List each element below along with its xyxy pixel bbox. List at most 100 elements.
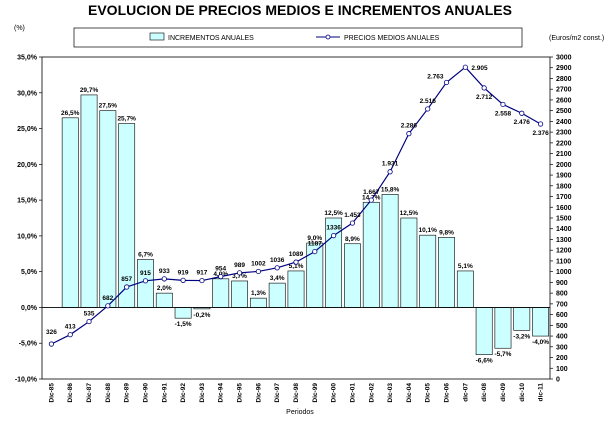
- y-right-tick-label: 2000: [556, 162, 572, 169]
- y-right-tick-label: 300: [556, 344, 568, 351]
- price-point: [500, 101, 506, 108]
- bar-data-label: -6,6%: [476, 358, 493, 365]
- price-data-label: 1.453: [344, 212, 361, 219]
- price-point: [368, 197, 374, 203]
- bar: [231, 280, 248, 308]
- y-right-tick-label: 1900: [556, 173, 572, 180]
- x-tick-label: dic-11: [538, 383, 545, 402]
- x-tick-label: Dic-05: [425, 383, 432, 403]
- price-data-label: 326: [46, 329, 57, 336]
- bar: [475, 307, 493, 355]
- price-point: [105, 303, 111, 309]
- x-tick-label: Dic-91: [161, 383, 168, 403]
- y-right-tick-label: 400: [556, 334, 568, 341]
- price-data-label: 2.905: [471, 65, 488, 72]
- bar: [61, 117, 79, 308]
- bar-data-label: 10,1%: [418, 227, 437, 234]
- bar-data-label: -4,0%: [532, 339, 549, 346]
- y-left-tick-label: 30,0%: [17, 90, 38, 97]
- y-right-tick-label: 2500: [556, 108, 572, 115]
- x-tick-label: Dic-88: [105, 383, 112, 403]
- y-right-tick-label: 2100: [556, 151, 572, 158]
- y-right-tick-label: 800: [556, 291, 568, 298]
- price-point: [124, 284, 130, 290]
- bar: [438, 237, 455, 308]
- legend: INCREMENTOS ANUALES PRECIOS MEDIOS ANUAL…: [73, 27, 523, 48]
- bar-data-label: 3,7%: [232, 273, 247, 280]
- y-right-tick-label: 1600: [556, 205, 572, 212]
- bar: [99, 110, 117, 308]
- bar: [362, 201, 380, 308]
- x-tick-label: Dic-86: [67, 383, 74, 403]
- x-tick-label: Dic-90: [142, 383, 149, 403]
- bar-data-label: 1,3%: [251, 290, 266, 297]
- y-right-tick-label: 1200: [556, 248, 572, 255]
- y-right-tick-label: 1500: [556, 216, 572, 223]
- bar-data-label: 26,5%: [61, 110, 80, 117]
- legend-line-marker: [325, 34, 331, 40]
- x-tick-label: Dic-00: [331, 383, 338, 403]
- bar-data-label: -0,2%: [193, 312, 210, 319]
- y-right-tick-label: 2700: [556, 87, 572, 94]
- price-data-label: 917: [196, 270, 207, 277]
- bar-data-label: 9,0%: [307, 235, 322, 242]
- y-right-tick-label: 700: [556, 301, 568, 308]
- bar-data-label: 25,7%: [117, 116, 136, 123]
- chart-title: EVOLUCION DE PRECIOS MEDIOS E INCREMENTO…: [88, 2, 512, 18]
- price-point: [462, 64, 468, 70]
- bar: [494, 307, 512, 349]
- price-data-label: 535: [84, 311, 95, 318]
- price-data-label: 413: [65, 324, 76, 331]
- bar-data-label: 2,0%: [157, 285, 172, 292]
- y-right-tick-label: 0: [556, 377, 560, 384]
- y-right-tick-label: 2600: [556, 97, 572, 104]
- x-tick-label: Dic-04: [406, 383, 413, 403]
- bar: [400, 217, 418, 308]
- price-data-label: 1.667: [363, 189, 380, 196]
- price-point: [180, 277, 186, 283]
- price-data-label: 1187: [308, 241, 322, 248]
- price-data-label: 933: [159, 268, 170, 275]
- price-data-label: 954: [215, 266, 226, 273]
- price-point: [48, 341, 55, 347]
- y-right-tick-label: 2200: [556, 140, 572, 147]
- price-data-label: 1089: [289, 251, 304, 258]
- y-left-tick-label: 10,0%: [17, 233, 38, 240]
- x-tick-label: Dic-01: [349, 383, 356, 403]
- bar-data-label: 8,9%: [345, 236, 360, 243]
- price-data-label: 1336: [326, 225, 341, 232]
- right-axis-unit: (Euros/m2 const.): [549, 35, 604, 42]
- price-point: [218, 274, 224, 280]
- price-data-label: 2.286: [401, 123, 418, 130]
- legend-bar-swatch: [149, 32, 165, 41]
- bar: [174, 307, 192, 319]
- bar: [381, 194, 399, 308]
- price-data-label: 857: [121, 276, 132, 283]
- y-right-tick-label: 3000: [556, 55, 572, 62]
- x-tick-label: Dic-98: [293, 383, 300, 403]
- y-left-tick-label: -10,0%: [15, 377, 38, 384]
- y-right-tick-label: 2800: [556, 76, 572, 83]
- bar-data-label: 6,7%: [138, 252, 153, 259]
- y-right-tick-label: 1000: [556, 269, 572, 276]
- price-point: [293, 259, 299, 265]
- price-data-label: 2.712: [476, 94, 493, 101]
- price-point: [161, 276, 167, 282]
- price-point: [406, 131, 412, 137]
- price-point: [312, 248, 318, 255]
- price-data-label: 2.516: [420, 98, 437, 105]
- bar-data-label: 12,5%: [324, 210, 343, 217]
- bar: [532, 307, 549, 337]
- bar-data-label: -3,2%: [513, 333, 530, 340]
- price-point: [255, 268, 261, 275]
- y-right-tick-label: 1700: [556, 194, 572, 201]
- x-tick-label: Dic-06: [444, 383, 451, 403]
- price-data-label: 915: [140, 270, 151, 277]
- y-left-tick-label: 5,0%: [21, 269, 38, 276]
- price-point: [425, 106, 431, 112]
- x-tick-label: Dic-93: [199, 383, 206, 403]
- x-tick-label: Dic-96: [255, 383, 262, 403]
- bar: [80, 94, 98, 308]
- x-tick-label: dic-07: [462, 383, 469, 402]
